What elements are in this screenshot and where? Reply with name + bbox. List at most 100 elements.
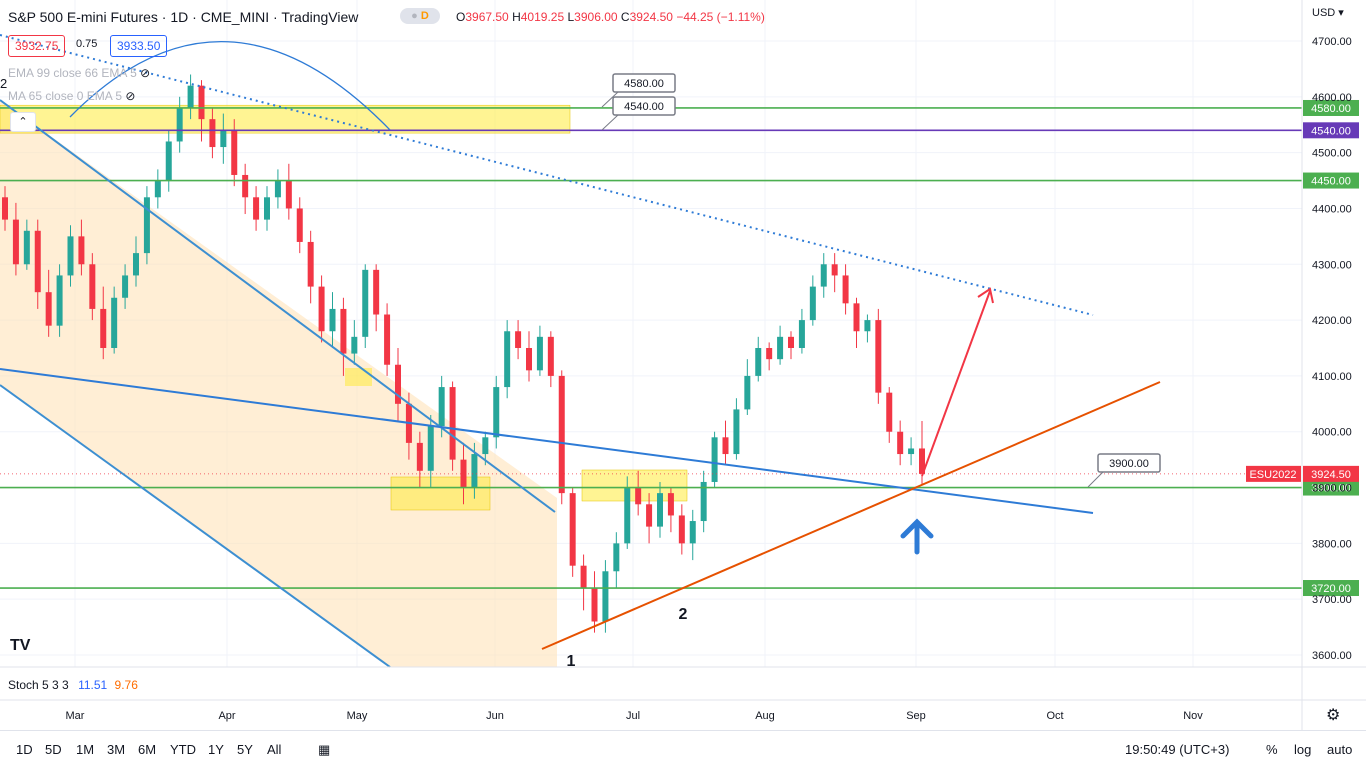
background-shapes — [0, 100, 688, 667]
market-status-badge[interactable]: ● D — [400, 8, 440, 24]
collapse-indicators-button[interactable]: ⌃ — [10, 112, 36, 132]
sell-price-box[interactable]: 3932.75 — [8, 35, 66, 57]
candle-body — [340, 308, 347, 354]
candle-body — [558, 375, 565, 494]
candle-body — [602, 571, 609, 622]
candle-body — [678, 515, 685, 544]
candle-body — [482, 437, 489, 455]
range-button-5y[interactable]: 5Y — [237, 742, 253, 757]
candle-body — [23, 230, 30, 265]
last-price-tag — [1303, 465, 1359, 482]
wave-label: 2 — [679, 606, 688, 623]
clock-timezone[interactable]: 19:50:49 (UTC+3) — [1125, 742, 1230, 757]
candle-body — [886, 392, 893, 432]
time-tick-label: Jun — [486, 710, 504, 722]
range-button-1m[interactable]: 1M — [76, 742, 95, 757]
candle-body — [766, 348, 773, 360]
candle-body — [264, 197, 270, 220]
range-button-all[interactable]: All — [267, 742, 282, 757]
candle-body — [547, 336, 554, 376]
dotted-resistance-line — [0, 34, 1094, 316]
tradingview-logo: TV — [10, 637, 31, 654]
settings-gear-icon[interactable]: ⚙ — [1326, 707, 1341, 724]
candle-body — [722, 437, 729, 455]
candle-body — [2, 197, 8, 220]
time-tick-label: Jul — [626, 710, 640, 722]
candle-body — [777, 336, 784, 360]
candle-body — [493, 387, 500, 438]
candle-body — [351, 336, 358, 354]
projection-arrowhead — [977, 287, 994, 304]
range-button-ytd[interactable]: YTD — [170, 742, 196, 757]
buy-price-box[interactable]: 3933.50 — [110, 35, 168, 57]
time-tick-label: May — [347, 710, 368, 722]
candle-body — [471, 454, 478, 488]
candle-body — [667, 493, 674, 516]
auto-scale-toggle[interactable]: auto — [1327, 742, 1353, 757]
range-button-1y[interactable]: 1Y — [208, 742, 224, 757]
candle-body — [78, 236, 85, 265]
stoch-indicator-label[interactable]: Stoch 5 3 3 11.51 9.76 — [8, 678, 138, 692]
candle-body — [56, 275, 63, 326]
candle-body — [395, 364, 401, 404]
price-tick-label: 4000.00 — [1312, 427, 1352, 439]
candle-body — [624, 487, 631, 544]
time-tick-label: Apr — [218, 710, 235, 722]
range-button-3m[interactable]: 3M — [107, 742, 126, 757]
percent-scale-toggle[interactable]: % — [1266, 742, 1278, 757]
callout-box — [612, 96, 676, 116]
candle-body — [711, 437, 718, 482]
indicator-ma-label[interactable]: MA 65 close 0 EMA 5 ⊘ — [8, 89, 136, 103]
candle-body — [122, 275, 129, 298]
candle-body — [285, 180, 292, 209]
range-button-1d[interactable]: 1D — [16, 742, 33, 757]
candle-body — [897, 431, 904, 455]
candle-body — [853, 303, 860, 332]
price-tick-label: 4300.00 — [1312, 259, 1352, 271]
level-price-label: 4580.00 — [1311, 103, 1351, 115]
candle-body — [569, 493, 576, 566]
callout-pointer — [601, 114, 619, 131]
candle-body — [220, 130, 227, 148]
callout-box — [612, 73, 676, 93]
candle-body — [864, 320, 871, 332]
symbol-tag — [1246, 465, 1301, 482]
candle-body — [733, 409, 740, 455]
candlestick-series — [2, 74, 925, 633]
level-price-label: 4450.00 — [1311, 176, 1351, 188]
candle-body — [613, 543, 620, 572]
candle-body — [165, 141, 172, 181]
candle-body — [842, 275, 849, 304]
range-button-5d[interactable]: 5D — [45, 742, 62, 757]
delay-badge: D — [420, 10, 429, 22]
candle-body — [449, 387, 456, 460]
log-scale-toggle[interactable]: log — [1294, 742, 1312, 757]
spread-value: 0.75 — [76, 38, 98, 50]
currency-selector[interactable]: USD ▾ — [1312, 7, 1344, 19]
indicator-ema-label[interactable]: EMA 99 close 66 EMA 5 ⊘ — [8, 66, 151, 80]
candle-body — [45, 292, 52, 326]
price-tick-label: 4700.00 — [1312, 36, 1352, 48]
candle-body — [12, 219, 19, 265]
last-price-label: 3924.50 — [1311, 469, 1351, 481]
price-tick-label: 3800.00 — [1312, 538, 1352, 550]
price-tick-label: 4600.00 — [1312, 92, 1352, 104]
arc-drawing — [69, 40, 391, 131]
candle-body — [253, 197, 260, 220]
range-button-6m[interactable]: 6M — [138, 742, 157, 757]
candle-body — [515, 331, 522, 348]
candle-body — [635, 487, 642, 505]
hidden-eye-icon[interactable]: ⊘ — [125, 89, 136, 103]
chart-title: S&P 500 E-mini Futures · 1D · CME_MINI ·… — [8, 9, 359, 25]
candle-body — [242, 174, 249, 198]
price-axis: 4580.00 4540.00 4450.00 3900.00 3720.00 ESU20… — [1246, 0, 1359, 730]
candle-body — [274, 180, 281, 198]
price-tick-label: 4200.00 — [1312, 315, 1352, 327]
date-range-calendar-icon[interactable]: ▦ — [318, 742, 331, 757]
candle-body — [67, 236, 74, 276]
candle-body — [209, 119, 216, 148]
channel-lower-line — [0, 384, 391, 668]
candle-body — [176, 107, 183, 142]
hidden-eye-icon[interactable]: ⊘ — [140, 66, 151, 80]
